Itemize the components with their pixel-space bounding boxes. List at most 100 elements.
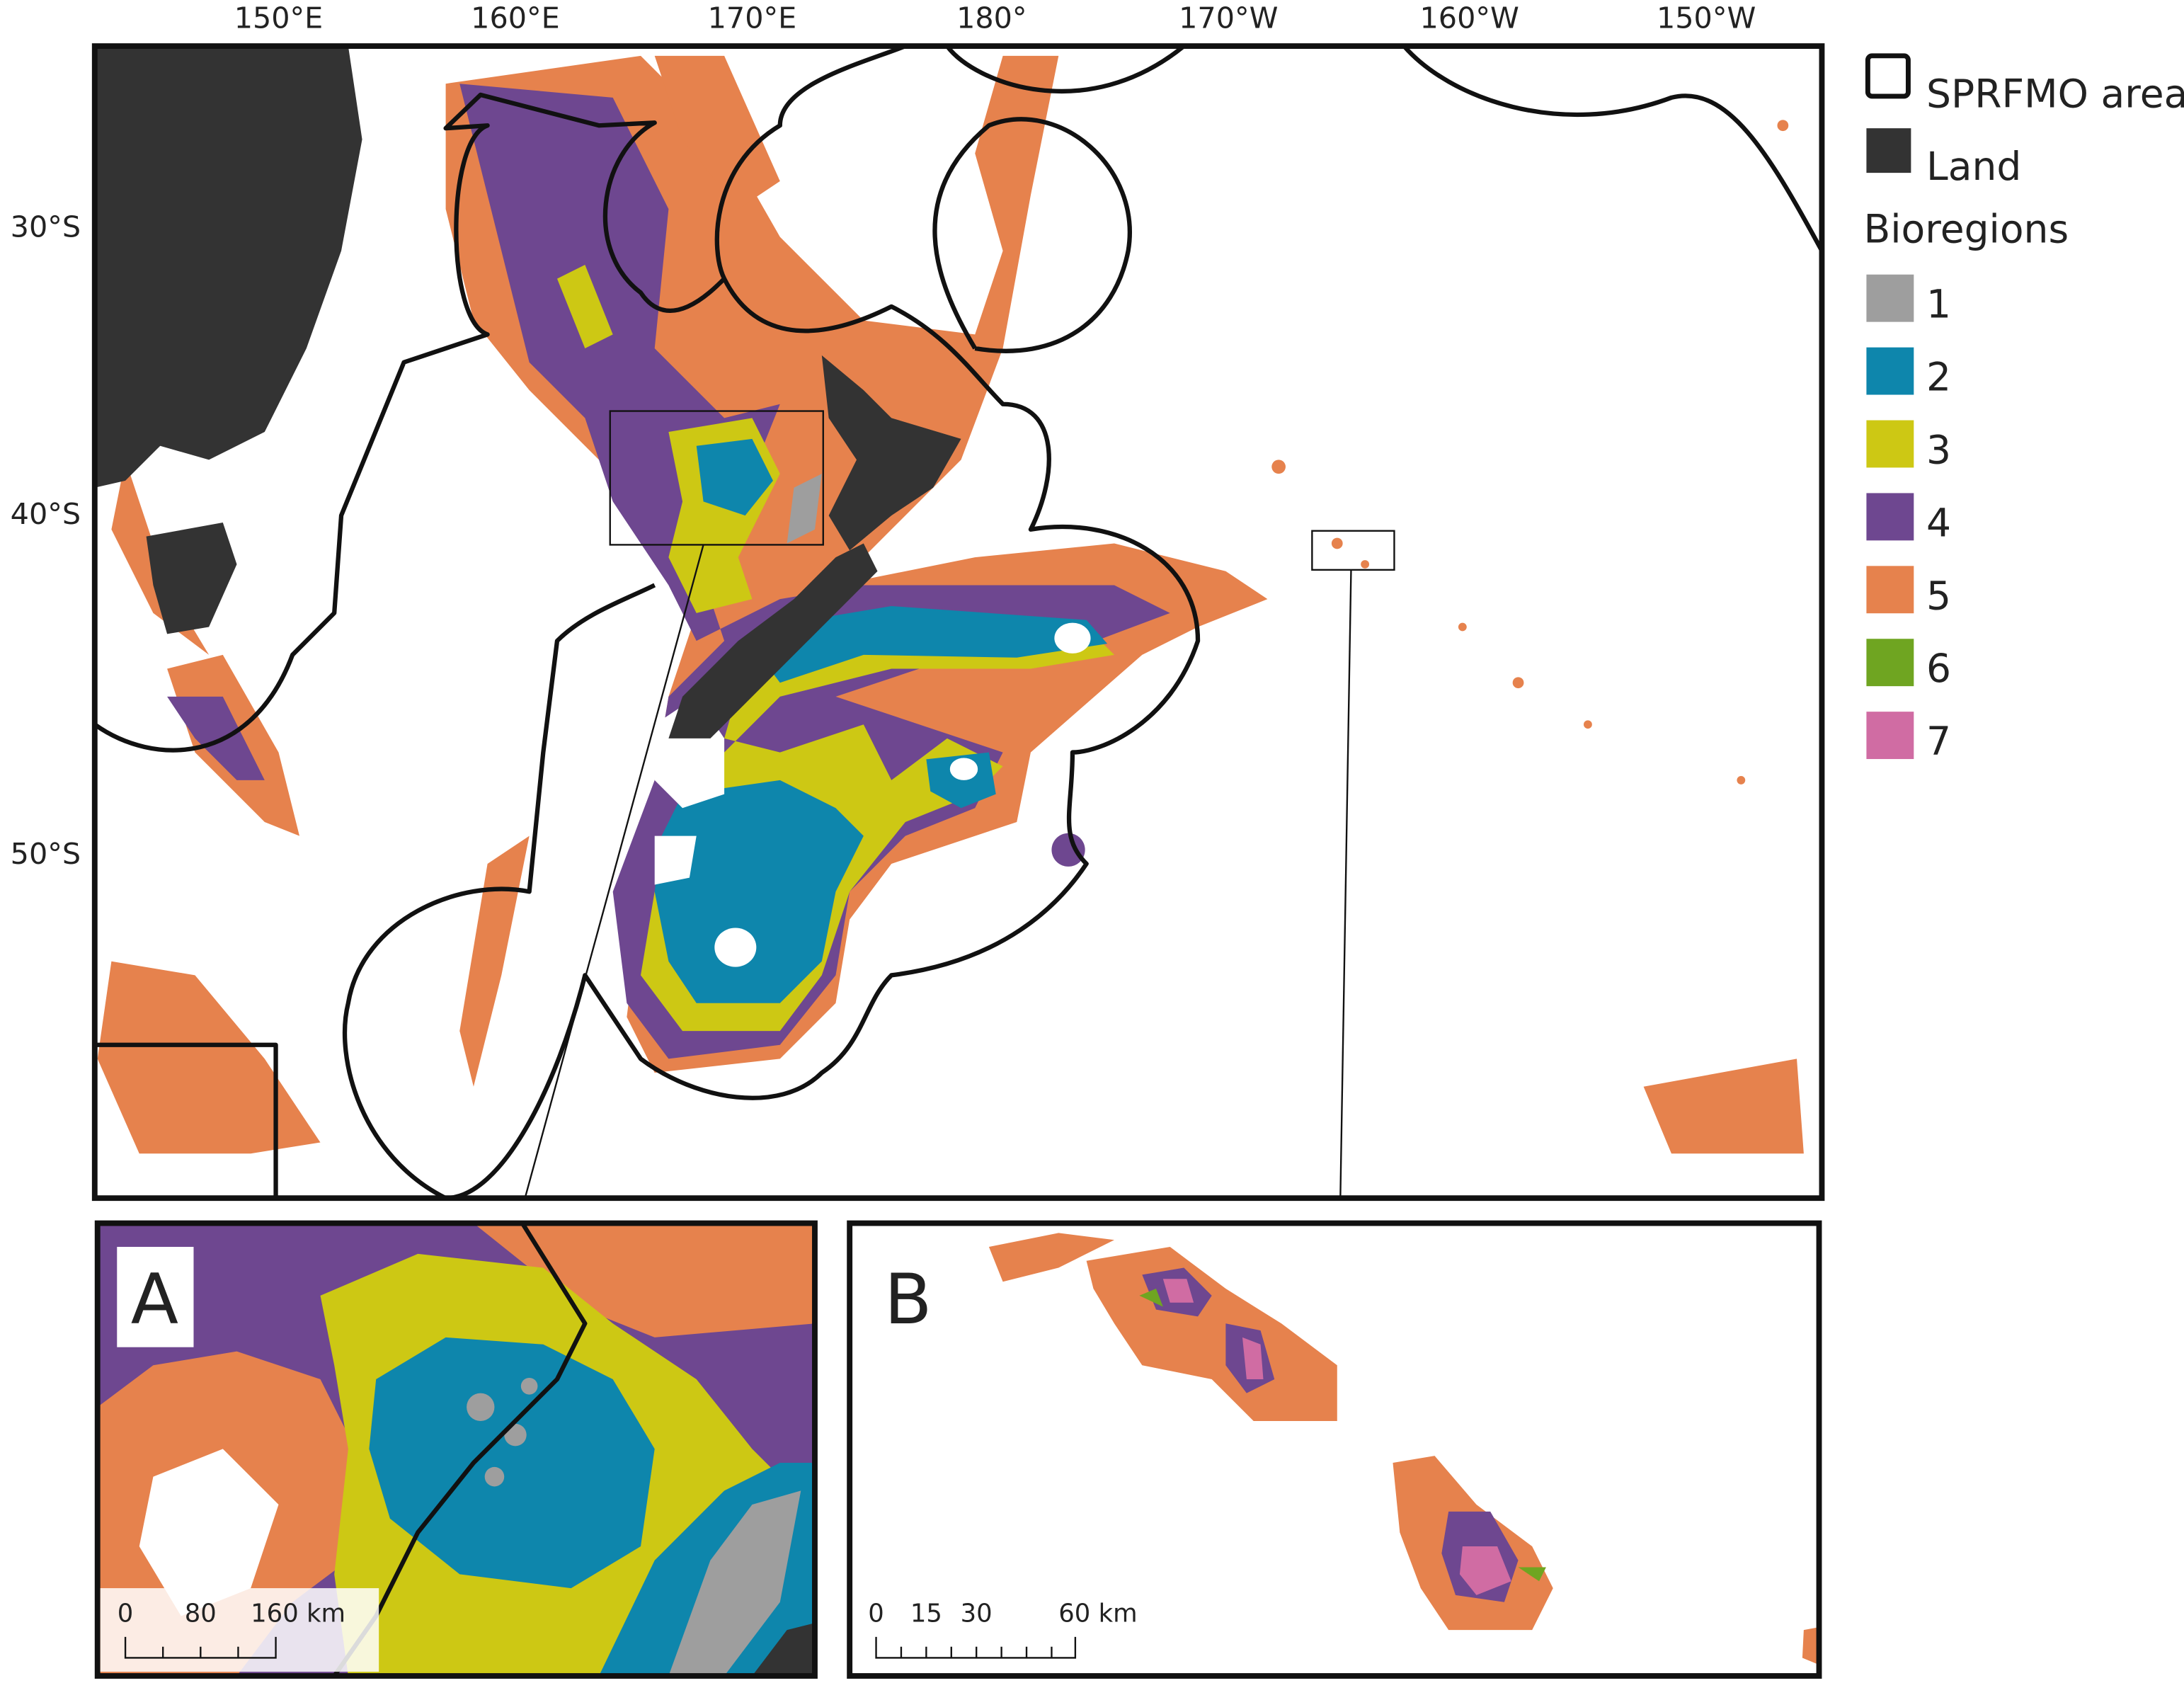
sprfmo-boundary	[94, 1042, 278, 1199]
bioregion-5	[459, 835, 530, 1087]
bioregion-4	[459, 84, 1170, 1059]
bioregion-2	[926, 752, 996, 809]
label: 180°	[956, 1, 1027, 35]
label: 60 km	[1058, 1599, 1137, 1628]
sprfmo-boundary	[1402, 46, 1822, 252]
bioregion-2	[759, 605, 1108, 683]
bioregion-5	[97, 961, 321, 1154]
bioregion-7	[1162, 1279, 1194, 1303]
shape	[850, 1223, 1819, 1677]
legend: SPRFMO area Land Bioregions 1 2 3 4 5 6 7	[1863, 53, 2184, 764]
inset-b-frame	[847, 1220, 1822, 1679]
bioregion-7	[1459, 1546, 1511, 1595]
bioregion-7	[1242, 1337, 1264, 1379]
legend-label: 4	[1926, 500, 1951, 545]
legend-label: 3	[1926, 428, 1951, 473]
shape	[1458, 622, 1467, 632]
scale-bar-b: 0 15 30 60 km	[868, 1599, 1138, 1659]
label: 15	[910, 1599, 942, 1628]
bioregion-5	[111, 460, 210, 655]
label: 150°E	[234, 1, 324, 35]
bioregion-5	[654, 55, 780, 210]
legend-label: 6	[1926, 646, 1951, 691]
shape	[949, 758, 978, 780]
label: 80	[185, 1599, 217, 1628]
shape	[1054, 622, 1091, 654]
shape	[1271, 460, 1286, 474]
label: SPRFMO area	[1926, 72, 2184, 117]
bioregion-2	[369, 1337, 655, 1589]
label: 160°E	[471, 1, 560, 35]
shape	[714, 928, 757, 967]
legend-swatch	[1866, 712, 1914, 760]
shape	[520, 1377, 538, 1395]
main-map	[94, 46, 1822, 1199]
label: 30	[961, 1599, 993, 1628]
label: Bioregions	[1863, 206, 2069, 251]
latitude-labels: 30°S 40°S 50°S	[11, 210, 81, 871]
bioregion-2	[696, 438, 773, 516]
label: 30°S	[11, 210, 81, 244]
shape	[1865, 53, 1911, 99]
bioregion-1	[787, 474, 822, 544]
bioregion-2	[654, 780, 864, 1003]
land	[668, 543, 878, 738]
legend-label: 5	[1926, 573, 1951, 618]
guide-line	[1339, 569, 1352, 1199]
label: 0	[118, 1599, 134, 1628]
bioregion-6	[1139, 1289, 1163, 1307]
label: 40°S	[11, 497, 81, 531]
inset-a-frame	[94, 1220, 818, 1679]
label: Land	[1926, 144, 2021, 189]
legend-swatch	[1866, 274, 1914, 322]
legend-swatch	[1866, 493, 1914, 541]
bioregion-4	[1051, 833, 1085, 867]
legend-swatch	[1866, 347, 1914, 395]
label: B	[884, 1260, 932, 1340]
guide-line	[609, 410, 824, 546]
label: 170°E	[708, 1, 797, 35]
guide-line	[1311, 530, 1395, 571]
label: 150°W	[1657, 1, 1756, 35]
legend-label: 1	[1926, 282, 1951, 327]
label: 160°W	[1420, 1, 1519, 35]
bioregion-5	[1802, 1627, 1819, 1665]
shape	[1584, 720, 1592, 729]
shape	[467, 1393, 495, 1421]
label: A	[131, 1260, 178, 1340]
bioregion-6	[1518, 1567, 1546, 1582]
legend-swatch	[1866, 639, 1914, 687]
guide-line	[524, 544, 704, 1199]
land	[821, 355, 961, 551]
shape	[1331, 537, 1343, 549]
inset-label-box	[117, 1247, 194, 1347]
bioregion-3	[556, 264, 613, 349]
main-frame	[91, 43, 1825, 1202]
shape	[654, 835, 697, 885]
legend-swatch	[1866, 420, 1914, 468]
bioregion-5	[988, 1233, 1114, 1282]
bioregion-1	[668, 1490, 801, 1677]
guide-line	[124, 1636, 277, 1659]
shape	[139, 1449, 279, 1616]
land	[752, 1623, 815, 1677]
shape	[1512, 677, 1524, 689]
bioregion-5	[1643, 1059, 1804, 1154]
bioregion-4	[167, 696, 265, 780]
sprfmo-boundary	[94, 46, 1201, 1199]
land	[94, 46, 362, 488]
bioregion-5	[1271, 120, 1789, 785]
scale-bar-a: 0 80 160 km	[100, 1588, 379, 1672]
legend-label: 7	[1926, 719, 1951, 764]
land	[1866, 128, 1911, 173]
guide-line	[875, 1636, 1077, 1659]
label: 0	[868, 1599, 884, 1628]
longitude-labels: 150°E 160°E 170°E 180° 170°W 160°W 150°W	[234, 1, 1756, 35]
label: 160 km	[251, 1599, 345, 1628]
label: 50°S	[11, 837, 81, 871]
legend-swatch	[1866, 566, 1914, 614]
shape	[1737, 776, 1746, 785]
shape	[484, 1466, 505, 1487]
